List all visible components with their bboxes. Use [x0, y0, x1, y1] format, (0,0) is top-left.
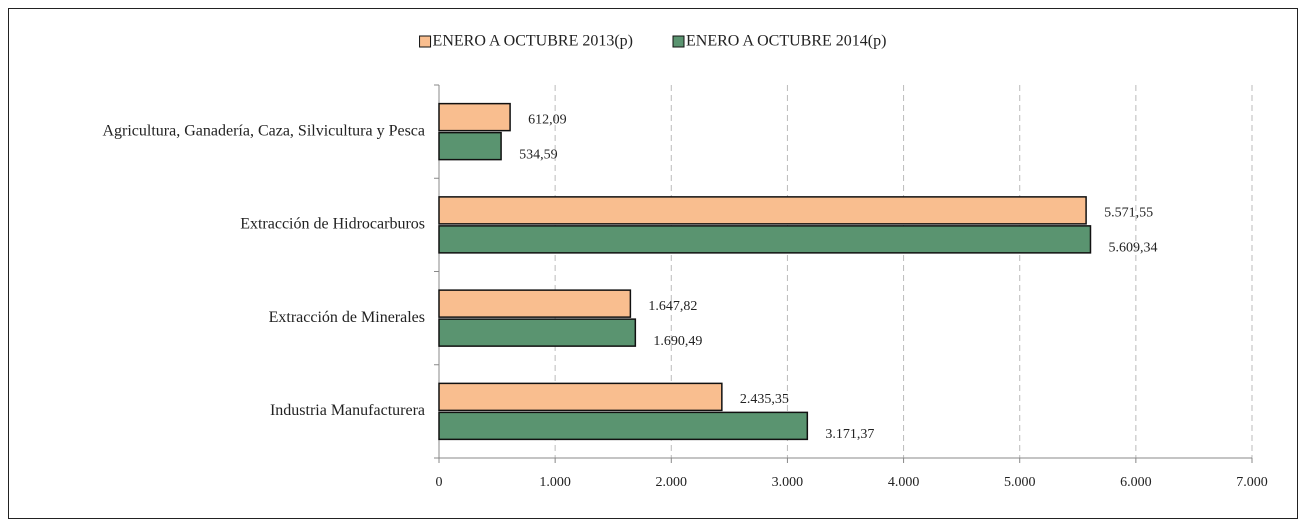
legend-label: ENERO A OCTUBRE 2014(p) — [686, 33, 886, 50]
value-label: 3.171,37 — [825, 427, 874, 442]
chart-border — [8, 8, 1298, 519]
x-tick-label: 6.000 — [1120, 475, 1152, 490]
y-tick-label: Agricultura, Ganadería, Caza, Silvicultu… — [102, 122, 425, 139]
x-tick-label: 1.000 — [539, 475, 571, 490]
value-label: 1.690,49 — [653, 334, 702, 349]
y-tick-label: Extracción de Minerales — [269, 309, 425, 326]
bar — [438, 382, 723, 412]
bar — [438, 318, 637, 347]
legend-label: ENERO A OCTUBRE 2013(p) — [433, 33, 633, 50]
value-label: 534,59 — [519, 147, 558, 162]
y-tick-label: Industria Manufacturera — [270, 402, 425, 419]
value-label: 612,09 — [528, 112, 567, 127]
value-label: 5.571,55 — [1104, 206, 1153, 221]
legend-swatch — [672, 35, 685, 48]
x-tick-label: 5.000 — [1004, 475, 1036, 490]
x-tick-label: 4.000 — [888, 475, 920, 490]
value-label: 2.435,35 — [740, 392, 789, 407]
bar — [438, 225, 1092, 254]
bar — [438, 102, 511, 132]
x-tick-label: 3.000 — [772, 475, 804, 490]
x-tick-label: 2.000 — [656, 475, 688, 490]
value-label: 1.647,82 — [648, 299, 697, 314]
x-tick-label: 0 — [436, 475, 443, 490]
x-tick-label: 7.000 — [1236, 475, 1268, 490]
bar — [438, 289, 632, 318]
value-label: 5.609,34 — [1108, 241, 1157, 256]
y-tick-label: Extracción de Hidrocarburos — [240, 216, 425, 233]
bar — [438, 196, 1087, 225]
legend-swatch — [419, 35, 432, 48]
legend: ENERO A OCTUBRE 2013(p) ENERO A OCTUBRE 2… — [419, 33, 886, 50]
bar — [438, 131, 502, 161]
bar — [438, 411, 809, 441]
